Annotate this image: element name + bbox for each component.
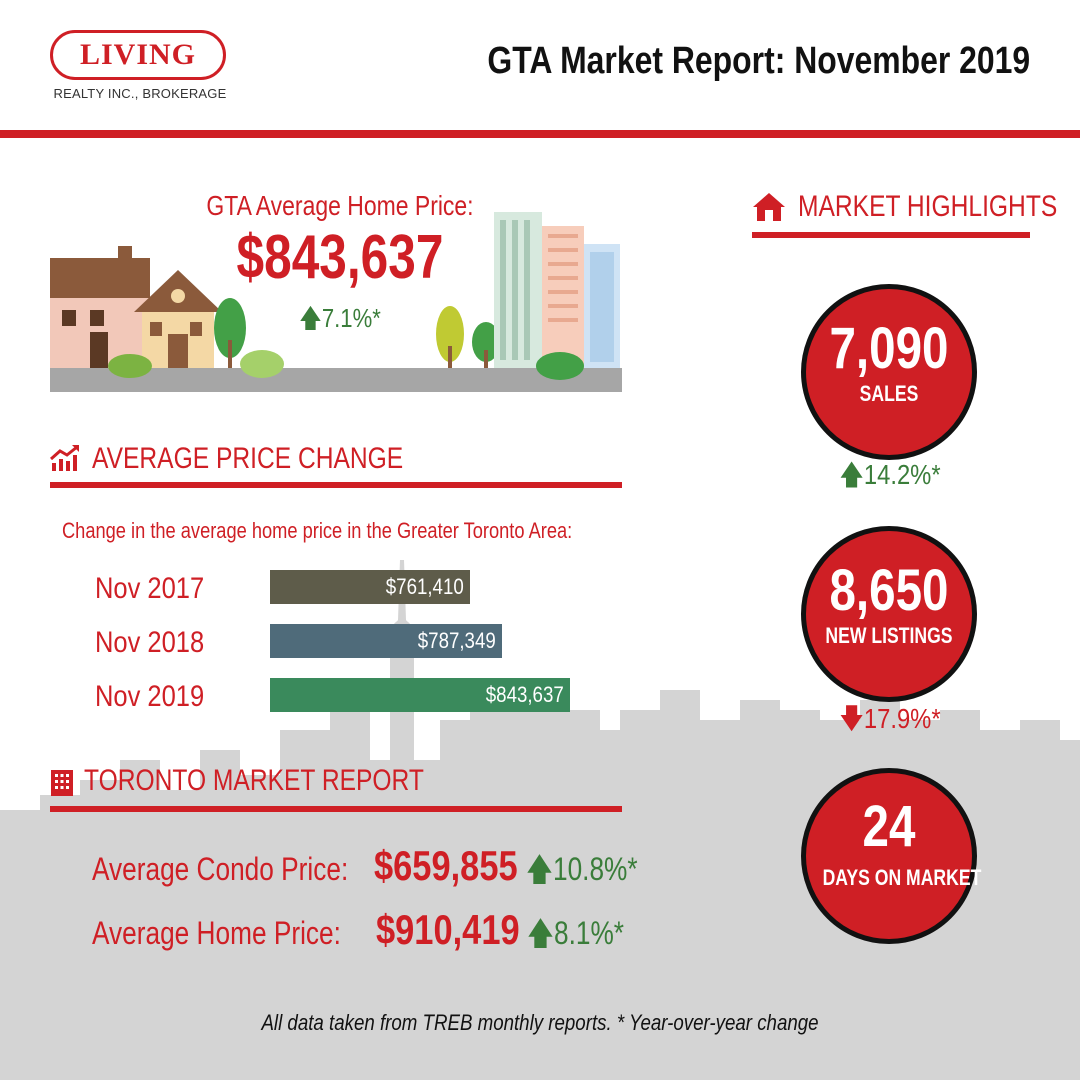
page-title: GTA Market Report: November 2019 bbox=[487, 40, 1030, 82]
home-price-value: $910,419 bbox=[375, 906, 520, 953]
home-price-change: 🡅8.1%* bbox=[526, 915, 624, 951]
toronto-condo-row: Average Condo Price: $659,855 🡅10.8%* bbox=[92, 842, 662, 901]
bar: $761,410 bbox=[270, 570, 470, 604]
hero-price-value: $843,637 bbox=[236, 223, 444, 292]
price-bar-chart: Nov 2017 $761,410 Nov 2018 $787,349 Nov 2019… bbox=[60, 560, 600, 720]
arrow-up-icon: 🡅 bbox=[299, 303, 322, 333]
building-icon bbox=[51, 770, 73, 796]
home-icon bbox=[753, 193, 785, 221]
section-highlights-divider bbox=[752, 232, 1030, 238]
hero-price-change: 🡅7.1%* bbox=[255, 300, 425, 344]
bar-row: Nov 2019 $843,637 bbox=[60, 676, 600, 713]
dom-label: DAYS ON MARKET bbox=[822, 865, 982, 890]
hero-price-label: GTA Average Home Price: bbox=[206, 190, 474, 221]
arrow-up-icon: 🡅 bbox=[526, 915, 554, 951]
bar-value-label: $787,349 bbox=[417, 628, 496, 653]
condo-price-value: $659,855 bbox=[374, 842, 519, 889]
sales-change: 🡅14.2%* bbox=[839, 459, 941, 490]
section-highlights-title: MARKET HIGHLIGHTS bbox=[798, 190, 1058, 223]
condo-price-label: Average Condo Price: bbox=[92, 851, 349, 887]
home-price-label: Average Home Price: bbox=[92, 915, 341, 951]
bar-category-label: Nov 2017 bbox=[95, 572, 205, 605]
listings-value: 8,650 bbox=[829, 558, 949, 623]
bar-value-label: $843,637 bbox=[485, 682, 564, 707]
section-toronto-header: TORONTO MARKET REPORT bbox=[50, 764, 499, 798]
toronto-home-row: Average Home Price: $910,419 🡅8.1%* bbox=[92, 906, 645, 965]
listings-label: NEW LISTINGS bbox=[825, 623, 953, 648]
hero-change-value: 7.1%* bbox=[321, 303, 381, 333]
bar-row: Nov 2018 $787,349 bbox=[60, 622, 600, 659]
chart-caption: Change in the average home price in the … bbox=[62, 518, 573, 543]
arrow-up-icon: 🡅 bbox=[839, 459, 864, 490]
bar-row: Nov 2017 $761,410 bbox=[60, 568, 600, 605]
arrow-up-icon: 🡅 bbox=[525, 851, 553, 887]
footnote: All data taken from TREB monthly reports… bbox=[261, 1010, 819, 1035]
arrow-down-icon: 🡇 bbox=[839, 703, 864, 734]
sales-value: 7,090 bbox=[829, 316, 949, 381]
logo-frame bbox=[50, 30, 226, 80]
bar: $787,349 bbox=[270, 624, 502, 658]
neighborhood-illustration bbox=[50, 212, 622, 392]
highlight-sales-circle: 7,090 SALES bbox=[801, 284, 977, 460]
header-divider bbox=[0, 130, 1080, 138]
section-price-change-title: AVERAGE PRICE CHANGE bbox=[92, 442, 404, 475]
listings-change: 🡇17.9%* bbox=[839, 703, 941, 734]
section-toronto-divider bbox=[50, 806, 622, 812]
dom-value: 24 bbox=[862, 794, 916, 859]
bar-value-label: $761,410 bbox=[385, 574, 464, 599]
brand-logo: LIVING REALTY INC., BROKERAGE bbox=[50, 30, 230, 110]
highlight-listings-circle: 8,650 NEW LISTINGS bbox=[801, 526, 977, 702]
logo-subtitle: REALTY INC., BROKERAGE bbox=[53, 86, 227, 101]
bar: $843,637 bbox=[270, 678, 570, 712]
section-toronto-title: TORONTO MARKET REPORT bbox=[84, 764, 424, 797]
bar-category-label: Nov 2019 bbox=[95, 680, 205, 713]
bar-category-label: Nov 2018 bbox=[95, 626, 205, 659]
highlight-dom-circle: 24 DAYS ON MARKET bbox=[801, 768, 982, 944]
sales-label: SALES bbox=[859, 381, 919, 406]
condo-price-change: 🡅10.8%* bbox=[525, 851, 638, 887]
logo-wordmark: LIVING bbox=[79, 38, 197, 71]
section-price-change-header: AVERAGE PRICE CHANGE bbox=[50, 442, 472, 476]
trend-up-chart-icon bbox=[50, 445, 79, 471]
section-highlights-header: MARKET HIGHLIGHTS bbox=[752, 190, 1080, 224]
section-price-change-divider bbox=[50, 482, 622, 488]
